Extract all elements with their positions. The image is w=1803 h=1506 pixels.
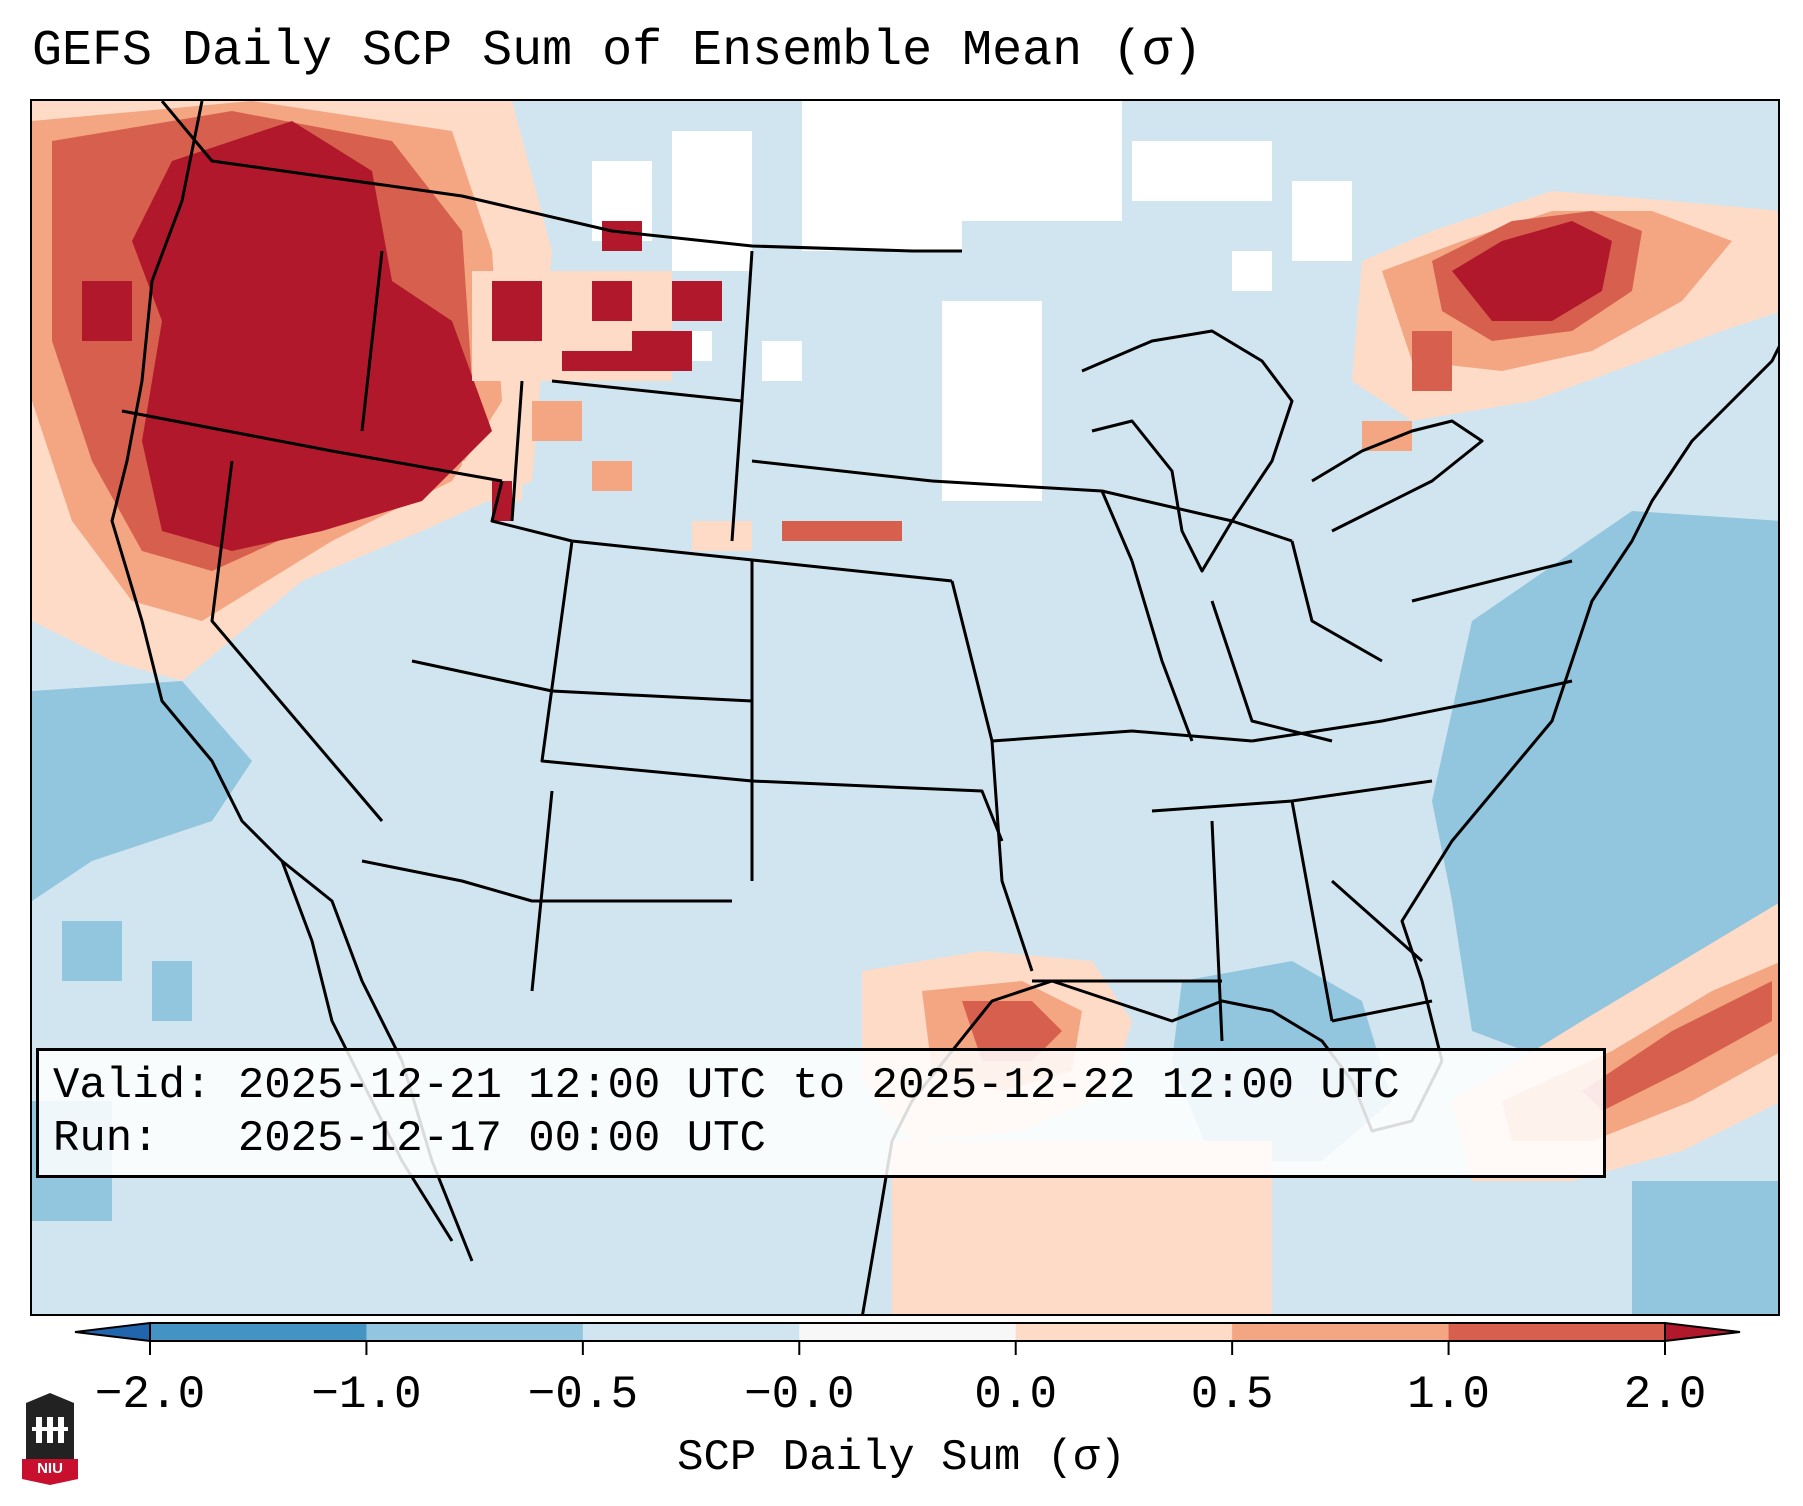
colorbar-label: SCP Daily Sum (σ)	[677, 1433, 1126, 1483]
colorbar-tick-label: 1.0	[1407, 1369, 1490, 1421]
colorbar-over-extension	[1664, 1321, 1741, 1343]
colorbar	[0, 1318, 1803, 1378]
colorbar-segment	[799, 1323, 1017, 1341]
run-info-box: Valid: 2025-12-21 12:00 UTC to 2025-12-2…	[36, 1048, 1606, 1178]
colorbar-svg	[74, 1321, 1741, 1355]
colorbar-tick-label: 0.0	[974, 1369, 1058, 1421]
castle-icon	[22, 1393, 78, 1485]
colorbar-border	[149, 1322, 1666, 1342]
colorbar-segment	[1232, 1323, 1450, 1341]
logo-text: NIU	[37, 1460, 63, 1477]
colorbar-tick-label: 0.5	[1190, 1369, 1274, 1421]
run-time-text: Run: 2025-12-17 00:00 UTC	[53, 1114, 766, 1164]
colorbar-tick-label: −0.5	[527, 1369, 639, 1421]
niu-logo: NIU	[22, 1393, 78, 1485]
chart-title: GEFS Daily SCP Sum of Ensemble Mean (σ)	[32, 23, 1203, 80]
valid-time-text: Valid: 2025-12-21 12:00 UTC to 2025-12-2…	[53, 1061, 1400, 1111]
high-region-northern-rockies	[462, 221, 902, 551]
colorbar-segment	[582, 1323, 800, 1341]
colorbar-tick-label: −1.0	[311, 1369, 422, 1421]
colorbar-under-extension	[74, 1321, 151, 1343]
colorbar-tick-label: −0.0	[744, 1369, 855, 1421]
colorbar-segment	[1448, 1323, 1666, 1341]
coastlines-and-borders	[110, 101, 1778, 1314]
high-region-new-england	[1352, 191, 1778, 451]
colorbar-segment	[1015, 1323, 1233, 1341]
colorbar-segment	[150, 1323, 367, 1341]
neutral-region-north	[592, 101, 1352, 501]
high-region-pacific-northwest	[32, 101, 552, 681]
colorbar-tick-label: −2.0	[94, 1369, 206, 1421]
colorbar-tick-label: 2.0	[1623, 1369, 1707, 1421]
colorbar-segment	[366, 1323, 584, 1341]
